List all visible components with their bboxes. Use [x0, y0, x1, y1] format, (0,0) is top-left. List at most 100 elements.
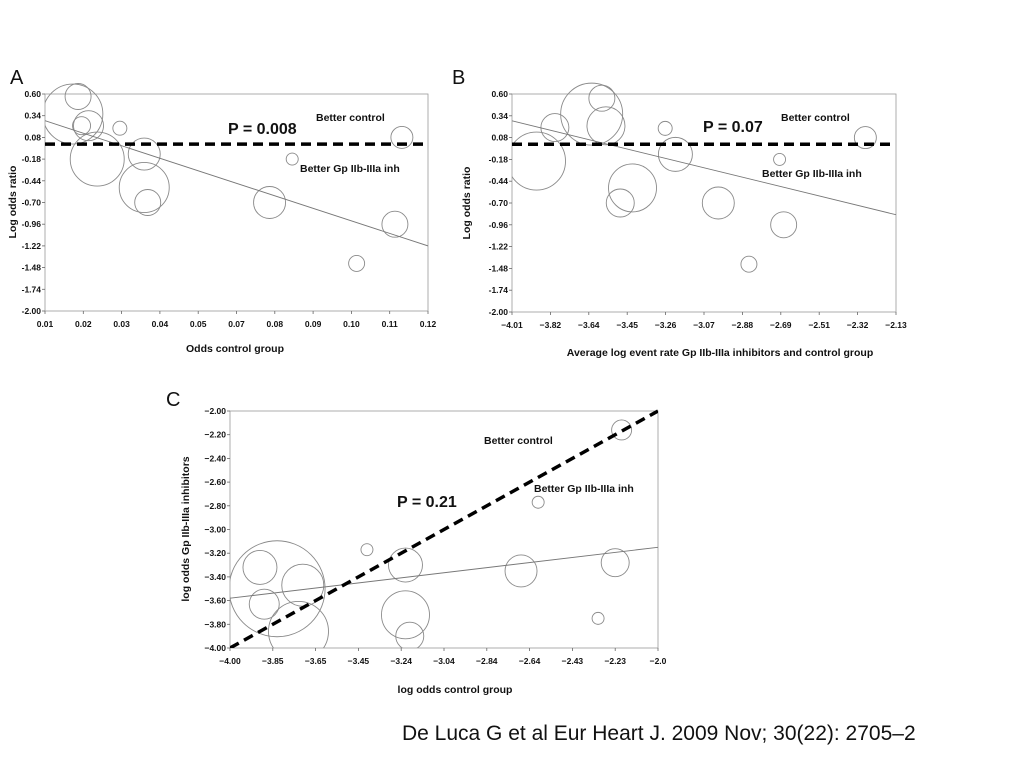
panel-a-marks	[45, 83, 428, 272]
figure-caption: De Luca G et al Eur Heart J. 2009 Nov; 3…	[402, 722, 916, 745]
panel-c-x-tick-label: −3.45	[348, 656, 370, 666]
panel-c-letter: C	[166, 389, 180, 411]
panel-a-bubble	[45, 83, 104, 145]
panel-b-better-control-label: Better control	[781, 112, 850, 124]
panel-c-y-tick-label: −2.20	[204, 430, 226, 440]
panel-c: −2.00 −2.20 −2.40 −2.60 −2.80 −3.00 −3.20 −3.40…	[166, 389, 667, 696]
panel-b-y-tick-label: 0.60	[491, 89, 508, 99]
panel-b-y-tick-label: -0.44	[489, 176, 509, 186]
panel-a-x-tick-label: 0.04	[152, 319, 169, 329]
panel-b-y-tick-label: -2.00	[489, 307, 509, 317]
panel-b-y-axis-title: Log odds ratio	[461, 167, 473, 240]
panel-b-y-tick-label: -1.22	[489, 242, 509, 252]
panel-b-bubble	[770, 211, 798, 239]
panel-a-x-tick-label: 0.11	[382, 319, 398, 329]
panel-b-bubble	[588, 84, 616, 112]
panel-b-better-inhibitor-label: Better Gp IIb-IIIa inh	[762, 168, 862, 180]
panel-b-x-tick-label: −3.82	[540, 320, 562, 330]
panel-b-marks	[512, 82, 896, 273]
panel-c-x-tick-label: −2.43	[562, 656, 584, 666]
panel-a-letter: A	[10, 67, 24, 89]
panel-b-trend-line	[512, 120, 896, 216]
panel-a-x-tick-label: 0.09	[305, 319, 322, 329]
panel-b-y-tick-label: 0.34	[491, 111, 508, 121]
panel-c-better-inhibitor-label: Better Gp IIb-IIIa inh	[534, 483, 634, 495]
panel-a: 0.60 0.34 0.08 -0.18 -0.44 -0.70 -0.96 -1.22 -1.…	[7, 67, 437, 355]
panel-c-x-tick-label: −3.04	[433, 656, 455, 666]
panel-a-bubble	[381, 210, 409, 238]
panel-b-x-tick-label: −3.07	[693, 320, 715, 330]
panel-b-y-tick-label: -0.18	[489, 154, 509, 164]
panel-a-bubble	[348, 254, 366, 272]
panel-b-x-tick-label: −2.32	[847, 320, 869, 330]
panel-c-reference-line	[230, 409, 658, 648]
panel-b-x-tick-label: −2.13	[885, 320, 907, 330]
panel-a-better-inhibitor-label: Better Gp IIb-IIIa inh	[300, 163, 400, 175]
panel-a-y-tick-label: -0.44	[22, 176, 42, 186]
panel-a-bubble	[64, 83, 92, 110]
panel-c-y-tick-label: −2.60	[204, 477, 226, 487]
panel-c-x-tick-label: −3.24	[390, 656, 412, 666]
panel-a-y-tick-label: -2.00	[22, 306, 42, 316]
panel-c-y-tick-label: −3.80	[204, 619, 226, 629]
panel-b-y-tick-label: -1.48	[489, 263, 509, 273]
panel-b-bubble	[740, 255, 758, 273]
panel-b-bubble	[560, 82, 624, 146]
panel-c-y-tick-label: −3.20	[204, 548, 226, 558]
panel-c-bubble	[230, 540, 326, 638]
panel-b-bubble	[773, 152, 787, 166]
panel-a-x-tick-label: 0.12	[420, 319, 437, 329]
panel-a-trend-line	[45, 120, 428, 247]
panel-a-bubble	[390, 125, 414, 149]
panel-b-x-tick-label: −4.01	[501, 320, 523, 330]
panel-c-better-control-label: Better control	[484, 435, 553, 447]
panel-a-x-axis-title: Odds control group	[186, 343, 284, 355]
panel-b-x-tick-label: −2.88	[732, 320, 754, 330]
panel-a-y-tick-label: 0.08	[24, 132, 41, 142]
panel-a-bubble	[72, 116, 92, 136]
panel-b-bubble	[586, 106, 626, 146]
panel-a-x-tick-label: 0.03	[113, 319, 130, 329]
panel-c-x-tick-label: −2.0	[650, 656, 667, 666]
panel-b-x-axis-title: Average log event rate Gp IIb-IIIa inhib…	[567, 347, 873, 359]
panel-a-x-tick-label: 0.05	[190, 319, 207, 329]
panel-c-y-axis-title: log odds Gp IIb-IIIa inhibitors	[180, 456, 192, 601]
panel-c-y-tick-label: −2.40	[204, 453, 226, 463]
panel-c-x-tick-label: −3.65	[305, 656, 327, 666]
panel-c-bubble	[591, 611, 605, 625]
panel-a-y-tick-label: -1.22	[22, 241, 42, 251]
panel-a-bubble	[112, 120, 128, 136]
panel-c-y-tick-label: −3.60	[204, 596, 226, 606]
panel-b-y-tick-label: -0.70	[489, 198, 509, 208]
panel-a-y-axis-title: Log odds ratio	[7, 166, 19, 239]
panel-b-bubble	[657, 120, 673, 136]
panel-c-x-tick-label: −4.00	[219, 656, 241, 666]
panel-a-x-tick-label: 0.02	[75, 319, 92, 329]
panel-b-bubble	[540, 113, 570, 142]
panel-c-y-tick-label: −2.00	[204, 406, 226, 416]
panel-c-bubble	[388, 547, 423, 583]
panel-c-x-tick-label: −2.84	[476, 656, 498, 666]
panel-a-y-tick-label: -0.70	[22, 198, 42, 208]
panel-a-bubble	[253, 186, 287, 219]
panel-a-y-tick-label: 0.34	[24, 111, 41, 121]
panel-b-y-tick-label: 0.08	[491, 133, 508, 143]
panel-c-bubble	[268, 600, 329, 648]
panel-a-bubble	[69, 131, 125, 187]
panel-b-letter: B	[452, 67, 465, 89]
panel-b-x-tick-label: −2.69	[770, 320, 792, 330]
panel-c-y-tick-label: −4.00	[204, 643, 226, 653]
panel-c-p-value: P = 0.21	[397, 494, 457, 511]
panel-b-bubble	[657, 136, 693, 172]
panel-b-bubble	[512, 131, 566, 191]
panel-b-p-value: P = 0.07	[703, 119, 763, 136]
panel-c-bubble	[360, 543, 374, 557]
panel-c-y-tick-label: −3.00	[204, 525, 226, 535]
panel-c-y-tick-label: −3.40	[204, 572, 226, 582]
panel-a-y-tick-label: -1.74	[22, 284, 42, 294]
panel-b-bubble	[605, 188, 635, 218]
panel-c-x-tick-label: −2.64	[519, 656, 541, 666]
panel-a-bubble	[134, 189, 162, 216]
panel-c-trend-line	[230, 546, 658, 599]
